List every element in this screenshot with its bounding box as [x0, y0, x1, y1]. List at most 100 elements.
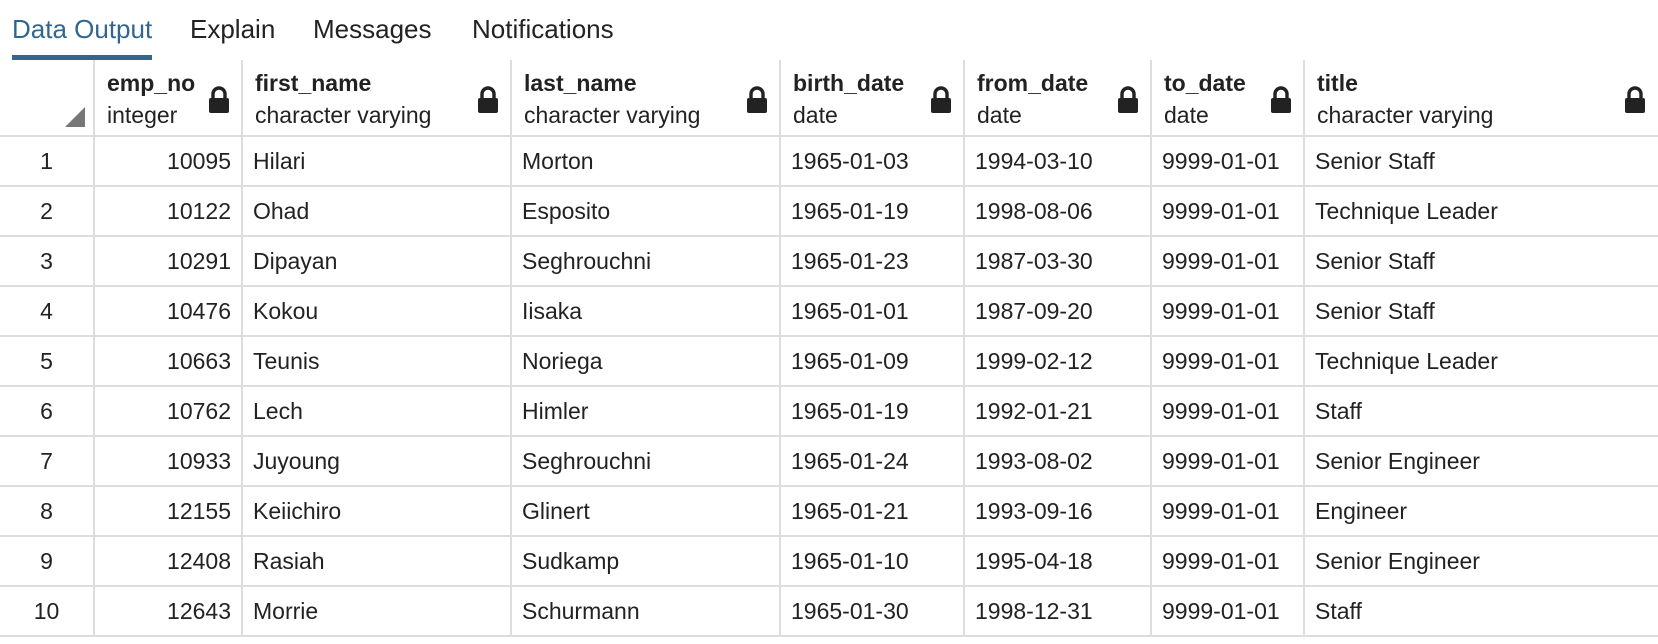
cell-birth-date[interactable]: 1965-01-10 [780, 536, 965, 587]
cell-title[interactable]: Staff [1304, 586, 1658, 637]
table-row[interactable]: 9 12408 Rasiah Sudkamp 1965-01-10 1995-0… [0, 536, 1658, 587]
column-header[interactable]: birth_date date [780, 60, 965, 137]
cell-birth-date[interactable]: 1965-01-03 [780, 136, 965, 187]
cell-last-name[interactable]: Noriega [511, 336, 781, 387]
cell-emp-no[interactable]: 10762 [94, 386, 243, 437]
cell-from-date[interactable]: 1998-12-31 [964, 586, 1152, 637]
row-number[interactable]: 3 [0, 236, 95, 287]
cell-from-date[interactable]: 1987-09-20 [964, 286, 1152, 337]
cell-to-date[interactable]: 9999-01-01 [1151, 186, 1305, 237]
cell-from-date[interactable]: 1993-09-16 [964, 486, 1152, 537]
cell-to-date[interactable]: 9999-01-01 [1151, 286, 1305, 337]
cell-to-date[interactable]: 9999-01-01 [1151, 386, 1305, 437]
cell-last-name[interactable]: Glinert [511, 486, 781, 537]
cell-last-name[interactable]: Sudkamp [511, 536, 781, 587]
select-all-corner[interactable] [0, 60, 95, 137]
cell-first-name[interactable]: Keiichiro [242, 486, 512, 537]
cell-title[interactable]: Senior Staff [1304, 286, 1658, 337]
cell-last-name[interactable]: Iisaka [511, 286, 781, 337]
table-row[interactable]: 7 10933 Juyoung Seghrouchni 1965-01-24 1… [0, 436, 1658, 487]
column-header[interactable]: from_date date [964, 60, 1152, 137]
cell-title[interactable]: Technique Leader [1304, 336, 1658, 387]
cell-emp-no[interactable]: 10122 [94, 186, 243, 237]
cell-first-name[interactable]: Morrie [242, 586, 512, 637]
table-row[interactable]: 10 12643 Morrie Schurmann 1965-01-30 199… [0, 586, 1658, 637]
cell-to-date[interactable]: 9999-01-01 [1151, 336, 1305, 387]
cell-emp-no[interactable]: 10291 [94, 236, 243, 287]
cell-first-name[interactable]: Lech [242, 386, 512, 437]
row-number[interactable]: 6 [0, 386, 95, 437]
cell-emp-no[interactable]: 12155 [94, 486, 243, 537]
cell-title[interactable]: Senior Engineer [1304, 436, 1658, 487]
tab-data-output[interactable]: Data Output [12, 0, 153, 60]
row-number[interactable]: 7 [0, 436, 95, 487]
cell-title[interactable]: Senior Staff [1304, 236, 1658, 287]
cell-birth-date[interactable]: 1965-01-19 [780, 386, 965, 437]
cell-last-name[interactable]: Schurmann [511, 586, 781, 637]
table-row[interactable]: 8 12155 Keiichiro Glinert 1965-01-21 199… [0, 486, 1658, 537]
tab-explain[interactable]: Explain [190, 14, 276, 44]
cell-last-name[interactable]: Esposito [511, 186, 781, 237]
table-row[interactable]: 6 10762 Lech Himler 1965-01-19 1992-01-2… [0, 386, 1658, 437]
cell-first-name[interactable]: Ohad [242, 186, 512, 237]
column-header[interactable]: first_name character varying [242, 60, 512, 137]
cell-emp-no[interactable]: 10095 [94, 136, 243, 187]
column-header[interactable]: emp_no integer [94, 60, 243, 137]
cell-emp-no[interactable]: 10933 [94, 436, 243, 487]
cell-from-date[interactable]: 1993-08-02 [964, 436, 1152, 487]
cell-first-name[interactable]: Hilari [242, 136, 512, 187]
cell-title[interactable]: Senior Staff [1304, 136, 1658, 187]
cell-from-date[interactable]: 1995-04-18 [964, 536, 1152, 587]
cell-last-name[interactable]: Himler [511, 386, 781, 437]
table-row[interactable]: 3 10291 Dipayan Seghrouchni 1965-01-23 1… [0, 236, 1658, 287]
column-header[interactable]: title character varying [1304, 60, 1658, 137]
cell-first-name[interactable]: Teunis [242, 336, 512, 387]
cell-birth-date[interactable]: 1965-01-19 [780, 186, 965, 237]
cell-title[interactable]: Senior Engineer [1304, 536, 1658, 587]
cell-emp-no[interactable]: 10476 [94, 286, 243, 337]
cell-from-date[interactable]: 1999-02-12 [964, 336, 1152, 387]
row-number[interactable]: 4 [0, 286, 95, 337]
cell-to-date[interactable]: 9999-01-01 [1151, 136, 1305, 187]
cell-birth-date[interactable]: 1965-01-30 [780, 586, 965, 637]
cell-birth-date[interactable]: 1965-01-21 [780, 486, 965, 537]
row-number[interactable]: 10 [0, 586, 95, 637]
cell-title[interactable]: Technique Leader [1304, 186, 1658, 237]
cell-first-name[interactable]: Rasiah [242, 536, 512, 587]
row-number[interactable]: 1 [0, 136, 95, 187]
cell-first-name[interactable]: Juyoung [242, 436, 512, 487]
cell-from-date[interactable]: 1987-03-30 [964, 236, 1152, 287]
cell-to-date[interactable]: 9999-01-01 [1151, 486, 1305, 537]
cell-emp-no[interactable]: 10663 [94, 336, 243, 387]
cell-last-name[interactable]: Seghrouchni [511, 436, 781, 487]
cell-from-date[interactable]: 1994-03-10 [964, 136, 1152, 187]
row-number[interactable]: 9 [0, 536, 95, 587]
column-header[interactable]: to_date date [1151, 60, 1305, 137]
table-row[interactable]: 4 10476 Kokou Iisaka 1965-01-01 1987-09-… [0, 286, 1658, 337]
cell-to-date[interactable]: 9999-01-01 [1151, 436, 1305, 487]
cell-emp-no[interactable]: 12643 [94, 586, 243, 637]
cell-birth-date[interactable]: 1965-01-09 [780, 336, 965, 387]
cell-last-name[interactable]: Morton [511, 136, 781, 187]
cell-first-name[interactable]: Kokou [242, 286, 512, 337]
cell-last-name[interactable]: Seghrouchni [511, 236, 781, 287]
cell-birth-date[interactable]: 1965-01-24 [780, 436, 965, 487]
cell-to-date[interactable]: 9999-01-01 [1151, 236, 1305, 287]
cell-title[interactable]: Staff [1304, 386, 1658, 437]
row-number[interactable]: 2 [0, 186, 95, 237]
row-number[interactable]: 5 [0, 336, 95, 387]
cell-to-date[interactable]: 9999-01-01 [1151, 536, 1305, 587]
tab-notifications[interactable]: Notifications [472, 14, 614, 44]
cell-from-date[interactable]: 1992-01-21 [964, 386, 1152, 437]
cell-from-date[interactable]: 1998-08-06 [964, 186, 1152, 237]
column-header[interactable]: last_name character varying [511, 60, 781, 137]
table-row[interactable]: 2 10122 Ohad Esposito 1965-01-19 1998-08… [0, 186, 1658, 237]
cell-first-name[interactable]: Dipayan [242, 236, 512, 287]
cell-emp-no[interactable]: 12408 [94, 536, 243, 587]
tab-messages[interactable]: Messages [313, 14, 432, 44]
cell-title[interactable]: Engineer [1304, 486, 1658, 537]
cell-birth-date[interactable]: 1965-01-23 [780, 236, 965, 287]
cell-birth-date[interactable]: 1965-01-01 [780, 286, 965, 337]
table-row[interactable]: 5 10663 Teunis Noriega 1965-01-09 1999-0… [0, 336, 1658, 387]
cell-to-date[interactable]: 9999-01-01 [1151, 586, 1305, 637]
